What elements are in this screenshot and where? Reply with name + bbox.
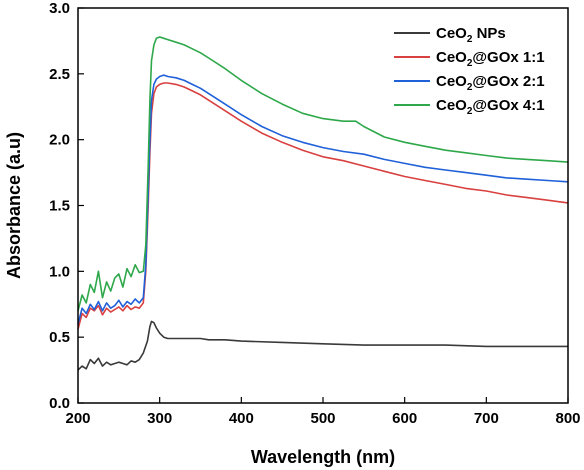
y-tick-label: 2.0 <box>49 132 70 149</box>
legend-label-2: CeO2@GOx 1:1 <box>436 49 545 69</box>
ticks-layer: 200 300 400 500 600 700 800 0.0 0.5 1.0 1.5 2.0 2.5 3… <box>49 0 580 427</box>
y-tick-label: 2.5 <box>49 66 70 83</box>
x-tick-label: 700 <box>474 410 499 427</box>
x-tick-label: 400 <box>229 410 254 427</box>
legend-label-1: CeO2 NPs <box>436 25 506 45</box>
x-tick-label: 500 <box>310 410 335 427</box>
x-axis-title: Wavelength (nm) <box>251 447 395 467</box>
y-tick-label: 3.0 <box>49 0 70 17</box>
x-tick-label: 600 <box>392 410 417 427</box>
series-line-1 <box>77 320 568 371</box>
x-tick-label: 800 <box>555 410 580 427</box>
series-line-2 <box>77 82 569 330</box>
y-tick-label: 1.0 <box>49 263 70 280</box>
series-line-3 <box>77 74 569 325</box>
x-tick-label: 300 <box>147 410 172 427</box>
y-tick-label: 0.5 <box>49 329 70 346</box>
y-tick-label: 0.0 <box>49 395 70 412</box>
series-layer <box>77 36 569 371</box>
y-tick-label: 1.5 <box>49 198 70 215</box>
x-tick-label: 200 <box>65 410 90 427</box>
series-line-4 <box>77 36 569 312</box>
y-axis-title: Absorbance (a.u) <box>4 132 24 279</box>
legend: CeO2 NPs CeO2@GOx 1:1 CeO2@GOx 2:1 CeO2@GOx… <box>394 25 545 117</box>
legend-label-4: CeO2@GOx 4:1 <box>436 97 545 117</box>
legend-label-3: CeO2@GOx 2:1 <box>436 73 545 93</box>
